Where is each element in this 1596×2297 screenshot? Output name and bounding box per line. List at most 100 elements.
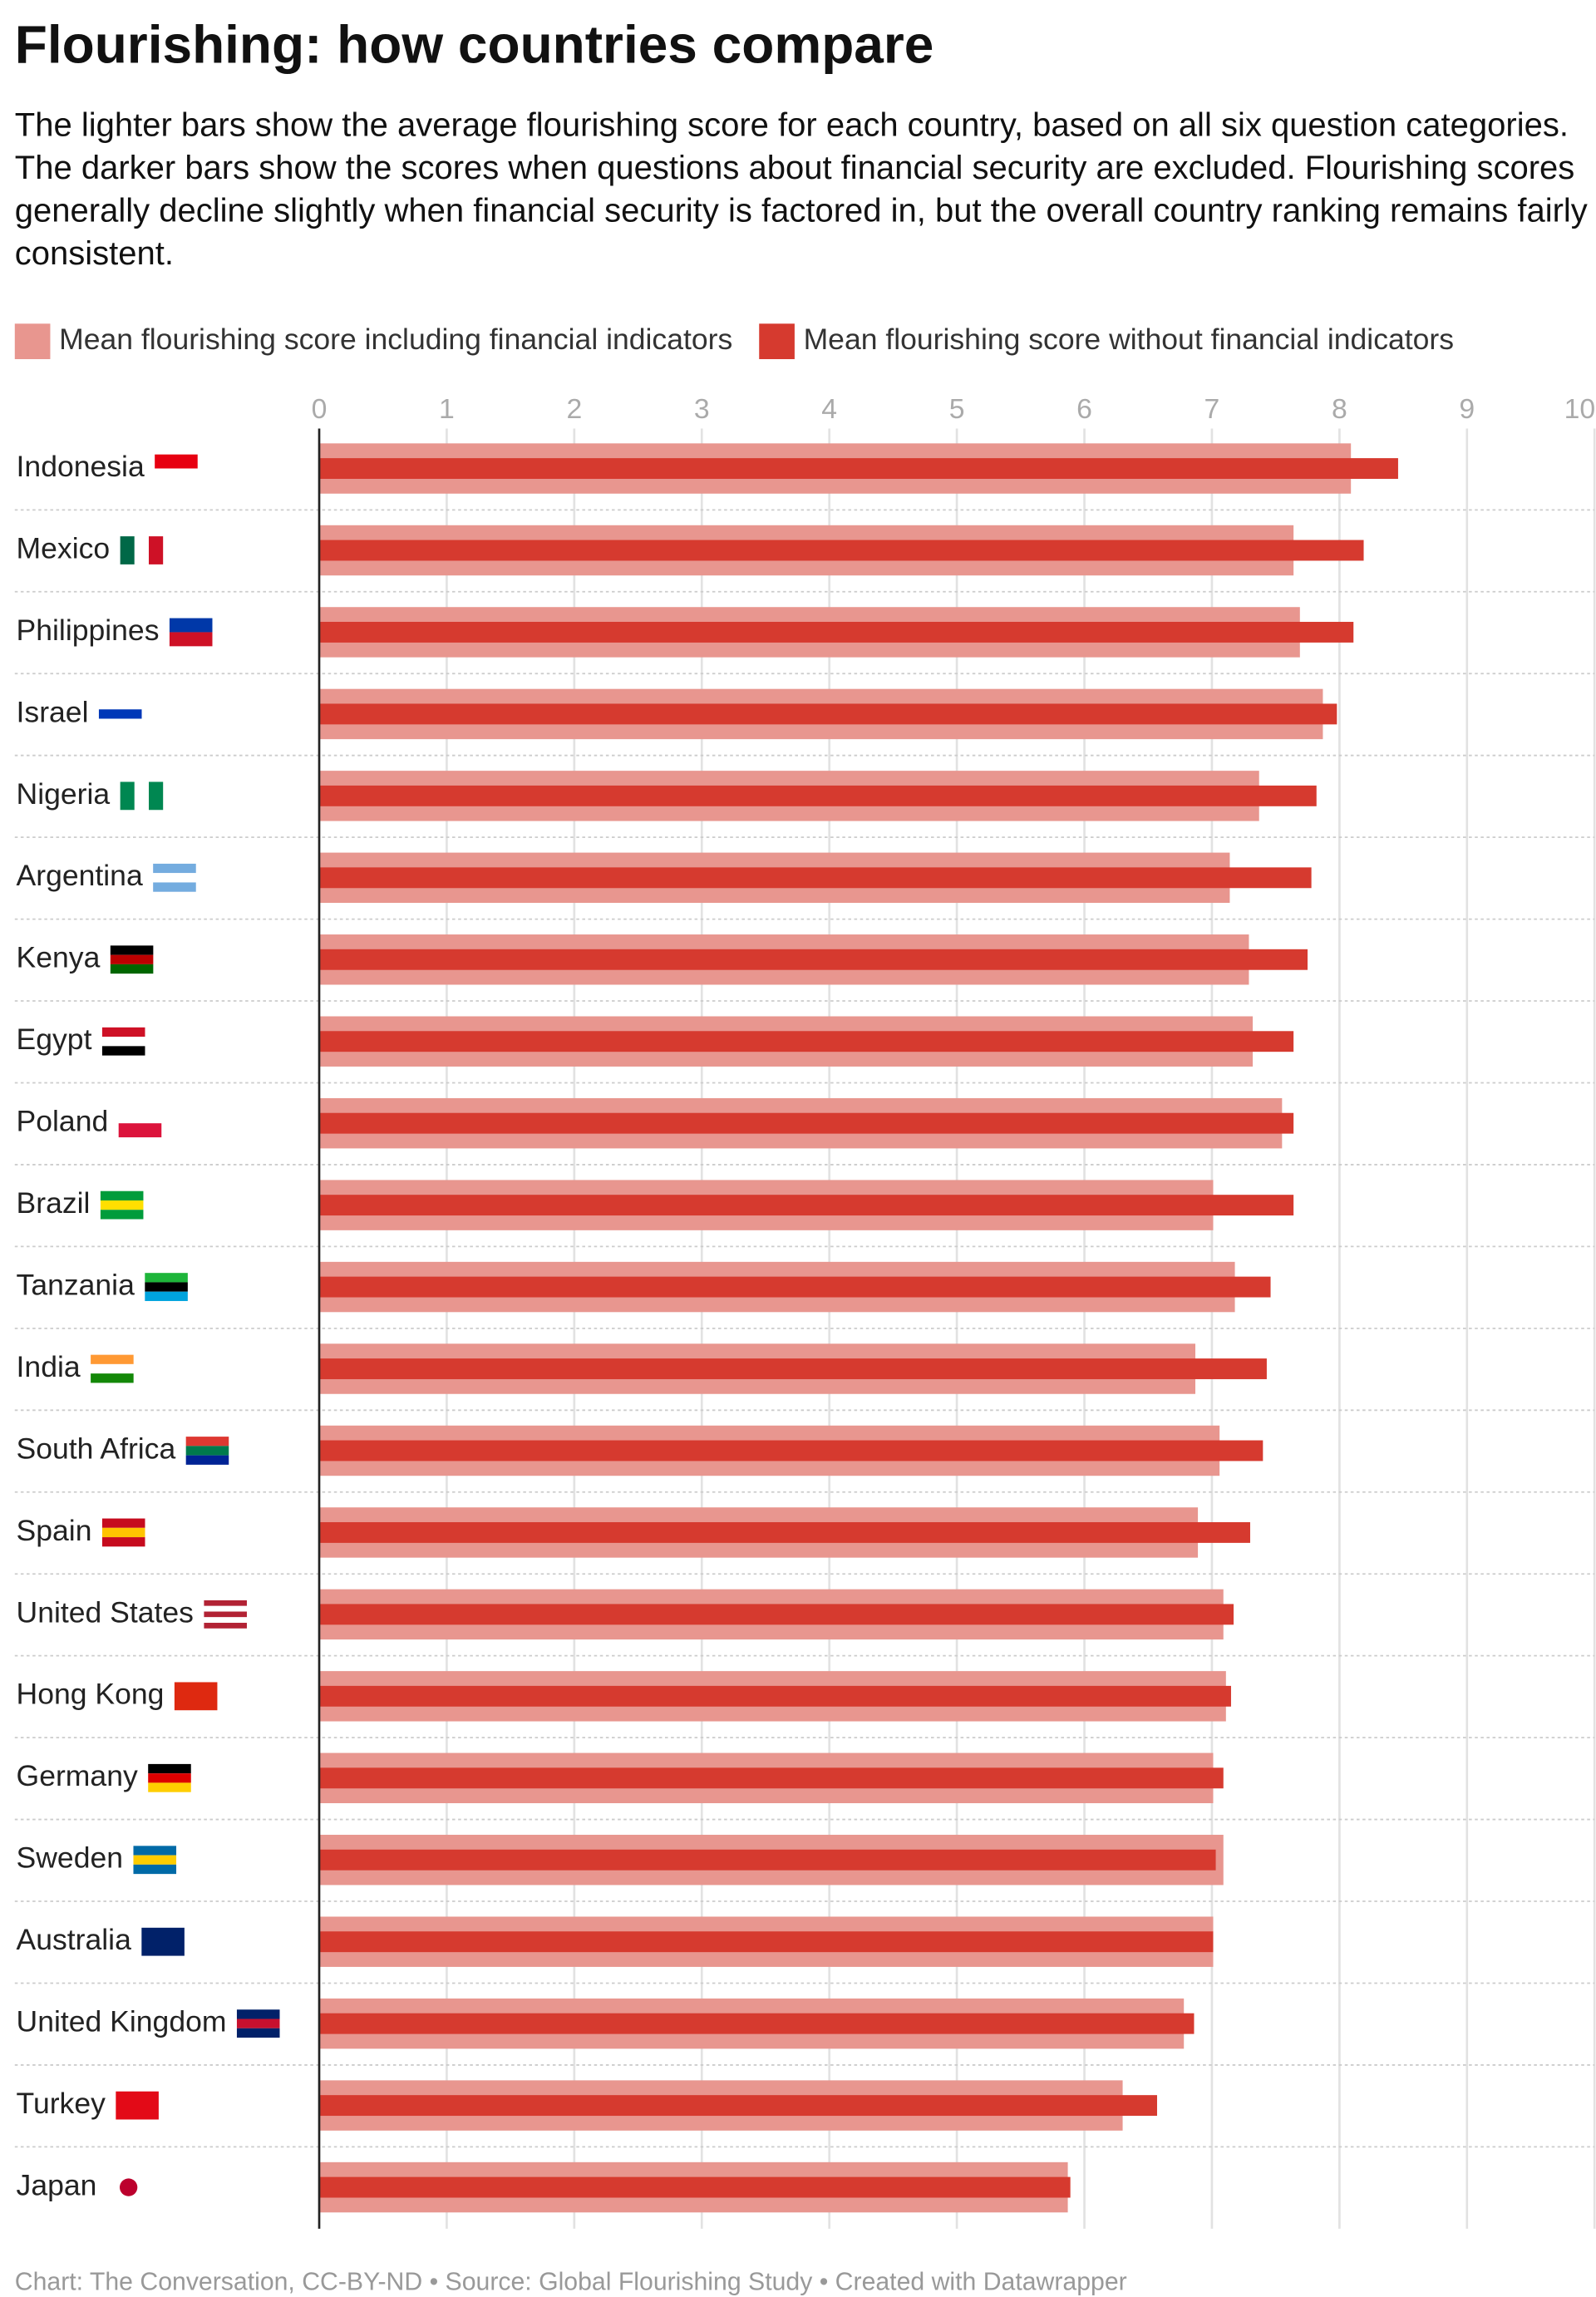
bar-without-financial	[319, 2095, 1157, 2117]
category-label: Japan	[17, 2168, 97, 2201]
flag	[98, 718, 142, 728]
x-tick-label: 7	[1204, 393, 1220, 425]
flag	[101, 1518, 145, 1528]
category-label: Spain	[17, 1514, 92, 1547]
flag	[204, 1605, 247, 1612]
flag	[91, 1354, 134, 1364]
category-label: India	[17, 1350, 81, 1383]
chart-title: Flourishing: how countries compare	[15, 15, 934, 75]
category-label: Kenya	[17, 941, 101, 974]
legend-swatch	[759, 323, 795, 359]
category-label: United Kingdom	[17, 2005, 227, 2038]
bar-without-financial	[319, 1195, 1294, 1216]
category-label: United States	[17, 1595, 194, 1629]
bar-without-financial	[319, 1931, 1214, 1953]
x-tick-label: 2	[566, 393, 582, 425]
flag	[100, 1210, 144, 1220]
category-label: Nigeria	[17, 777, 111, 811]
flag	[133, 1846, 177, 1856]
flag	[141, 1927, 185, 1956]
category-label: Egypt	[17, 1023, 92, 1056]
bar-without-financial	[319, 622, 1354, 643]
flag	[91, 1373, 134, 1383]
flag	[98, 700, 142, 710]
flag	[185, 1455, 229, 1465]
category-label: Poland	[17, 1105, 109, 1138]
flag	[169, 632, 213, 647]
bar-without-financial	[319, 867, 1312, 889]
x-tick-label: 8	[1332, 393, 1347, 425]
x-tick-label: 3	[694, 393, 710, 425]
flag	[120, 536, 135, 564]
flag	[110, 964, 154, 974]
flag	[101, 1037, 145, 1047]
subtitle-box: The lighter bars show the average flouri…	[14, 106, 1588, 273]
category-label: Turkey	[17, 2087, 106, 2120]
bar-without-financial	[319, 785, 1317, 806]
flag	[98, 709, 142, 719]
flag	[145, 1291, 188, 1301]
flag	[101, 1027, 145, 1038]
flag	[204, 1623, 247, 1629]
flag	[110, 954, 154, 964]
flag	[174, 1682, 218, 1711]
flag	[119, 2178, 138, 2196]
flag	[149, 781, 164, 811]
flag	[148, 1782, 191, 1792]
bar-without-financial	[319, 703, 1337, 725]
bar-without-financial	[319, 949, 1308, 970]
category-label: Tanzania	[17, 1268, 135, 1301]
source-note: Chart: The Conversation, CC-BY-ND • Sour…	[15, 2269, 1127, 2296]
flag	[236, 2028, 280, 2038]
legend-swatch	[14, 323, 51, 359]
category-label: Brazil	[17, 1186, 91, 1220]
flag	[120, 781, 135, 811]
flag	[185, 1446, 229, 1456]
flag	[204, 1611, 247, 1618]
bar-without-financial	[319, 1767, 1224, 1789]
flag	[134, 536, 149, 564]
bar-without-financial	[319, 1521, 1250, 1543]
flag	[101, 1537, 145, 1547]
x-tick-label: 9	[1459, 393, 1475, 425]
bar-without-financial	[319, 458, 1398, 479]
bar-without-financial	[319, 1685, 1231, 1707]
x-tick-label: 1	[439, 393, 455, 425]
category-label: Sweden	[17, 1841, 123, 1875]
bar-without-financial	[319, 1112, 1294, 1134]
category-label: Israel	[17, 695, 89, 728]
flag	[133, 1864, 177, 1875]
flag	[118, 1109, 162, 1124]
bar-without-financial	[319, 1849, 1216, 1871]
bar-without-financial	[319, 1276, 1271, 1298]
bar-without-financial	[319, 2176, 1071, 2198]
flag	[134, 781, 150, 811]
flag	[148, 536, 164, 564]
chart-subtitle: The lighter bars show the average flouri…	[14, 106, 1588, 273]
flag	[236, 2019, 280, 2028]
x-tick-label: 4	[821, 393, 837, 425]
flag	[91, 1363, 134, 1374]
bar-without-financial	[319, 1604, 1234, 1625]
flag	[145, 1273, 188, 1283]
bar-without-financial	[319, 1440, 1264, 1462]
flag	[118, 1123, 162, 1138]
flag	[204, 1600, 247, 1606]
flag	[116, 2091, 159, 2120]
category-label: Mexico	[17, 531, 111, 564]
x-tick-label: 10	[1564, 393, 1596, 425]
flag	[155, 468, 198, 483]
bar-without-financial	[319, 1031, 1294, 1052]
bar-without-financial	[319, 1358, 1267, 1379]
flag	[153, 873, 196, 883]
flag	[101, 1527, 145, 1538]
bar-without-financial	[319, 540, 1364, 561]
category-label: Philippines	[17, 614, 160, 647]
category-label: South Africa	[17, 1432, 176, 1465]
flag	[204, 1617, 247, 1624]
flag	[148, 1773, 191, 1783]
legend-label: Mean flourishing score including financi…	[59, 323, 732, 356]
flag	[100, 1200, 144, 1210]
